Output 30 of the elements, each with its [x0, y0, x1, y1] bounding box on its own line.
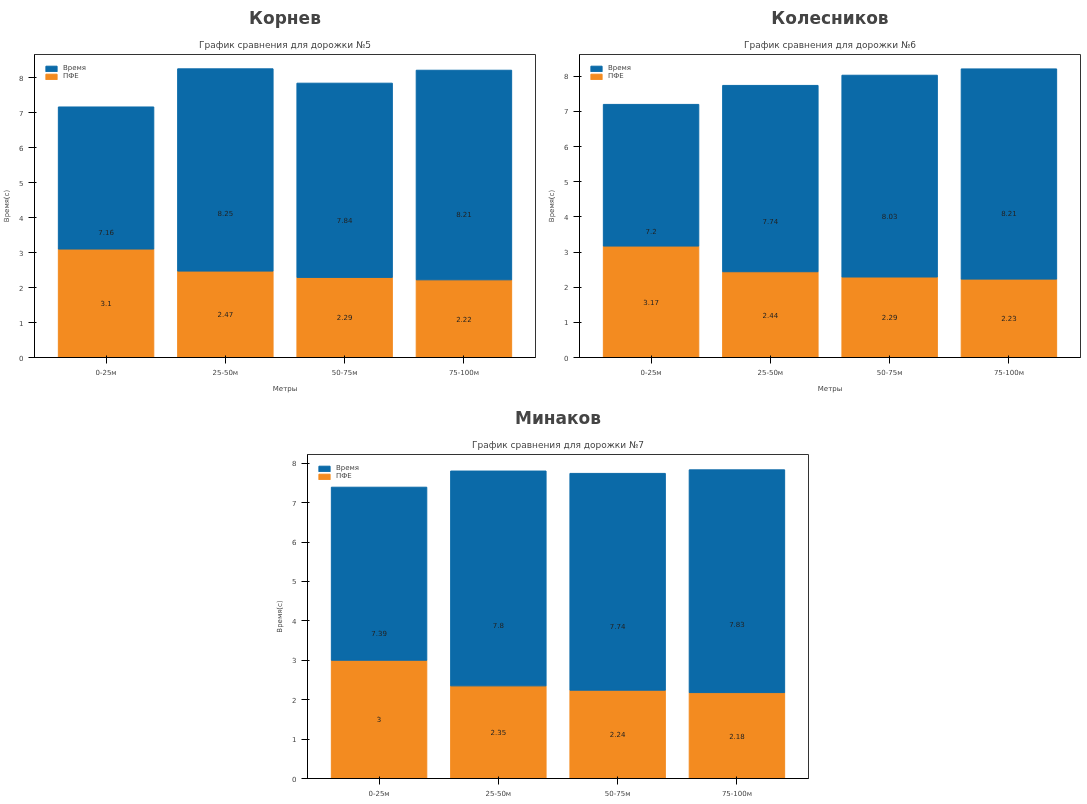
bar: [841, 74, 938, 278]
bar: [722, 271, 819, 358]
bar: [415, 279, 513, 358]
chart-subtitle: График сравнения для дорожки №5: [199, 39, 372, 50]
bar: [330, 486, 428, 661]
bar: [569, 472, 666, 691]
bar: [57, 106, 155, 250]
bar: [330, 659, 428, 779]
chart-title: Колесников: [771, 7, 889, 28]
bar: [450, 685, 547, 779]
bar: [57, 248, 155, 358]
bar: [602, 245, 700, 358]
bar: [688, 692, 786, 779]
bar: [960, 68, 1058, 280]
bar: [177, 270, 274, 358]
bar: [177, 68, 274, 272]
bar: [602, 103, 700, 247]
bar: [722, 84, 819, 273]
bar: [841, 276, 938, 358]
bar: [450, 470, 547, 687]
chart-subtitle: График сравнения для дорожки №6: [744, 39, 917, 50]
bar: [415, 69, 513, 281]
chart-title: Корнев: [249, 7, 322, 28]
bar: [960, 278, 1058, 358]
bar: [296, 276, 393, 358]
bar: [296, 82, 393, 278]
bar: [688, 469, 786, 694]
bar: [569, 689, 666, 779]
chart-title: Минаков: [514, 407, 602, 428]
chart-subtitle: График сравнения для дорожки №7: [472, 439, 645, 450]
